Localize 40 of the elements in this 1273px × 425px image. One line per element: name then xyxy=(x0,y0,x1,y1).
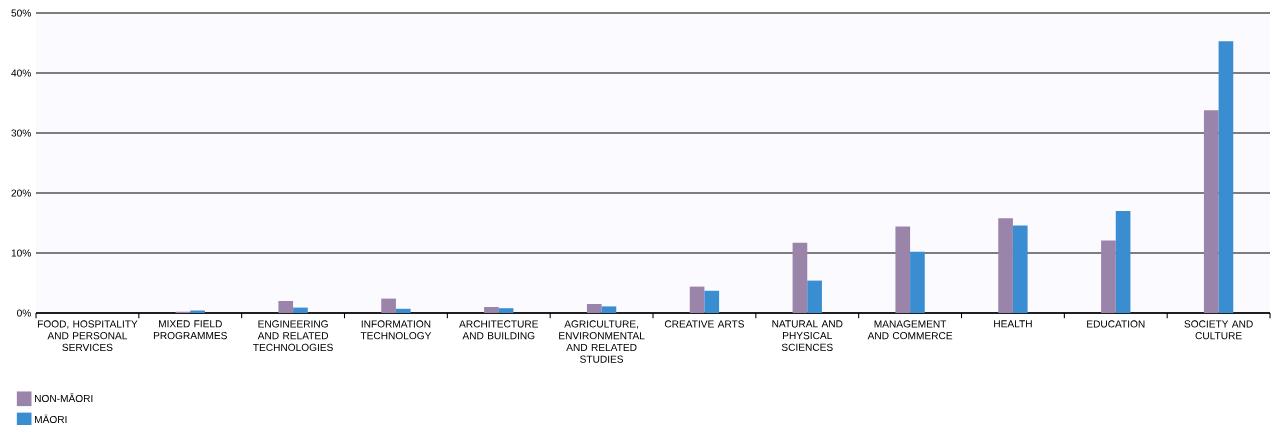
bar xyxy=(807,280,822,313)
bar xyxy=(792,242,808,313)
bar xyxy=(1012,225,1028,313)
legend-label: MĀORI xyxy=(35,414,67,424)
bar xyxy=(998,218,1013,313)
x-tick-label: SOCIETY AND CULTURE xyxy=(1184,320,1253,340)
bar xyxy=(1101,240,1116,313)
x-tick-label: MANAGEMENT AND COMMERCE xyxy=(867,320,953,340)
bar xyxy=(395,308,411,313)
bar xyxy=(601,306,617,313)
bar xyxy=(498,308,514,313)
x-tick-label: MIXED FIELD PROGRAMMES xyxy=(153,320,227,340)
y-tick-label: 0% xyxy=(17,309,31,317)
y-tick-label: 40% xyxy=(11,69,31,77)
bar xyxy=(381,298,396,313)
bar xyxy=(910,251,925,313)
bar xyxy=(689,286,705,313)
x-tick-label: EDUCATION xyxy=(1087,320,1145,328)
bar xyxy=(1218,41,1234,313)
x-tick-label: HEALTH xyxy=(994,320,1032,328)
legend-label: NON-MĀORI xyxy=(35,393,93,403)
bar xyxy=(586,304,602,313)
y-tick-label: 50% xyxy=(11,9,31,17)
x-tick-label: CREATIVE ARTS xyxy=(664,320,745,328)
x-tick-label: ARCHITECTURE AND BUILDING xyxy=(459,320,539,340)
bar xyxy=(293,307,308,313)
x-tick-label: NATURAL AND PHYSICAL SCIENCES xyxy=(772,320,843,351)
y-tick-label: 10% xyxy=(11,249,31,257)
y-tick-label: 30% xyxy=(11,129,31,137)
bar xyxy=(895,226,911,313)
bar xyxy=(704,290,720,313)
bar xyxy=(1203,110,1219,313)
x-tick-label: ENGINEERING AND RELATED TECHNOLOGIES xyxy=(253,320,333,352)
x-tick-label: INFORMATION TECHNOLOGY xyxy=(360,320,432,340)
y-tick-label: 20% xyxy=(11,189,31,197)
bar xyxy=(278,301,294,313)
x-tick-label: AGRICULTURE, ENVIRONMENTAL AND RELATED STUDIES xyxy=(559,320,645,363)
bar xyxy=(484,307,499,313)
bar xyxy=(1115,211,1131,313)
x-tick-label: FOOD, HOSPITALITY AND PERSONAL SERVICES xyxy=(37,320,138,352)
